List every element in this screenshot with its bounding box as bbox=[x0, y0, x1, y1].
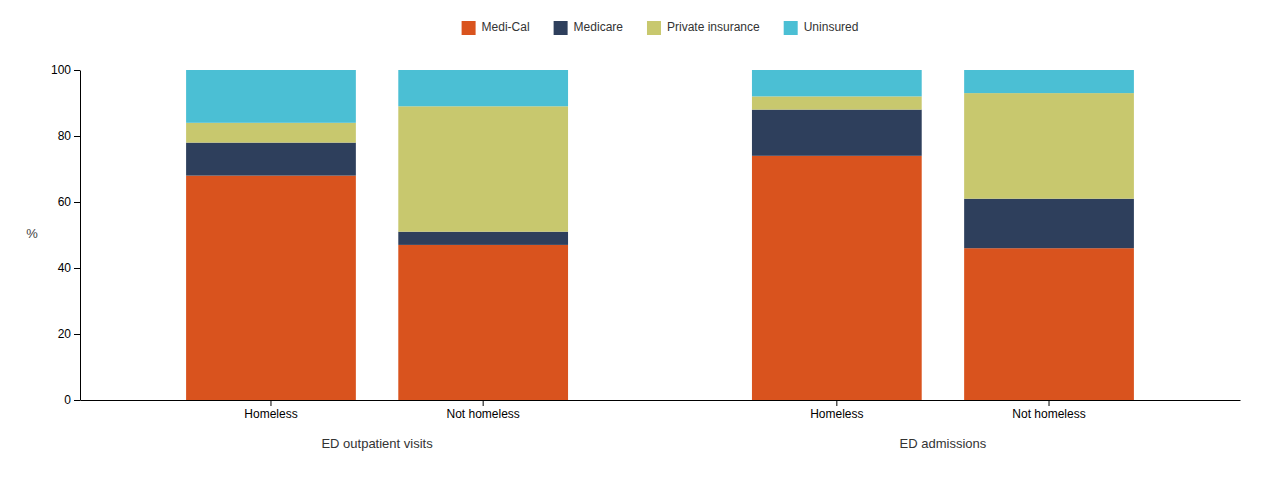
y-tick: 40 bbox=[58, 261, 80, 275]
legend-item: Private insurance bbox=[647, 20, 760, 35]
y-tick-label: 0 bbox=[64, 393, 71, 407]
bar-segment bbox=[752, 96, 922, 109]
y-tick: 60 bbox=[58, 195, 80, 209]
x-axis-group: Homeless Not homeless bbox=[810, 400, 1086, 421]
x-tick-label: Not homeless bbox=[446, 407, 519, 421]
x-tick-mark bbox=[270, 400, 271, 406]
group-label: ED admissions bbox=[900, 436, 987, 451]
bar-segment bbox=[398, 232, 568, 245]
y-tick-mark bbox=[74, 400, 80, 401]
y-tick: 20 bbox=[58, 327, 80, 341]
bar-segment bbox=[752, 110, 922, 156]
x-tick: Homeless bbox=[244, 400, 297, 421]
y-tick: 0 bbox=[64, 393, 80, 407]
x-tick-label: Homeless bbox=[810, 407, 863, 421]
y-tick: 100 bbox=[51, 63, 80, 77]
legend-swatch bbox=[784, 21, 798, 35]
x-tick-label: Not homeless bbox=[1012, 407, 1085, 421]
y-tick-mark bbox=[74, 268, 80, 269]
bar-segment bbox=[186, 70, 356, 123]
bar-segment bbox=[398, 106, 568, 231]
x-axis bbox=[81, 400, 1241, 401]
group-label: ED outpatient visits bbox=[321, 436, 433, 451]
bar-segment bbox=[964, 70, 1134, 93]
y-tick-mark bbox=[74, 202, 80, 203]
x-tick: Not homeless bbox=[1012, 400, 1085, 421]
x-tick: Homeless bbox=[810, 400, 863, 421]
x-axis-line bbox=[81, 400, 1241, 401]
y-tick-label: 80 bbox=[58, 129, 72, 143]
bar-segment bbox=[752, 70, 922, 96]
x-axis-group: Homeless Not homeless bbox=[244, 400, 520, 421]
legend-item: Uninsured bbox=[784, 20, 859, 35]
legend-label: Private insurance bbox=[667, 20, 760, 34]
legend-label: Medicare bbox=[574, 20, 624, 34]
x-tick-mark bbox=[836, 400, 837, 406]
legend-label: Medi-Cal bbox=[482, 20, 530, 34]
bar-segment bbox=[398, 245, 568, 400]
legend-item: Medi-Cal bbox=[462, 20, 530, 35]
bar-segment bbox=[964, 93, 1134, 199]
bar-segment bbox=[752, 156, 922, 400]
bar-segment bbox=[398, 70, 568, 106]
x-tick-mark bbox=[483, 400, 484, 406]
y-tick-label: 100 bbox=[51, 63, 71, 77]
legend-swatch bbox=[647, 21, 661, 35]
legend-swatch bbox=[554, 21, 568, 35]
legend-item: Medicare bbox=[554, 20, 624, 35]
bar-segment bbox=[186, 123, 356, 143]
x-tick: Not homeless bbox=[446, 400, 519, 421]
y-tick-mark bbox=[74, 70, 80, 71]
legend: Medi-Cal Medicare Private insurance Uninsur… bbox=[462, 20, 859, 35]
y-tick-label: 60 bbox=[58, 195, 72, 209]
y-axis-title: % bbox=[26, 226, 38, 241]
y-axis: 0 20 40 60 80 100 bbox=[51, 63, 81, 407]
bar-segment bbox=[964, 199, 1134, 249]
y-tick-mark bbox=[74, 334, 80, 335]
bar-segment bbox=[186, 176, 356, 400]
y-tick: 80 bbox=[58, 129, 80, 143]
y-tick-label: 40 bbox=[58, 261, 72, 275]
plot: 020406080100%HomelessNot homelessHomeles… bbox=[26, 63, 1240, 451]
chart-svg: 020406080100%HomelessNot homelessHomeles… bbox=[0, 0, 1280, 480]
bar-series bbox=[186, 70, 1134, 123]
y-tick-label: 20 bbox=[58, 327, 72, 341]
legend-swatch bbox=[462, 21, 476, 35]
bars bbox=[186, 70, 1134, 400]
bar-segment bbox=[964, 248, 1134, 400]
x-tick-label: Homeless bbox=[244, 407, 297, 421]
y-axis-line bbox=[80, 71, 81, 401]
x-tick-mark bbox=[1049, 400, 1050, 406]
y-tick-mark bbox=[74, 136, 80, 137]
bar-segment bbox=[186, 143, 356, 176]
legend-label: Uninsured bbox=[804, 20, 859, 34]
